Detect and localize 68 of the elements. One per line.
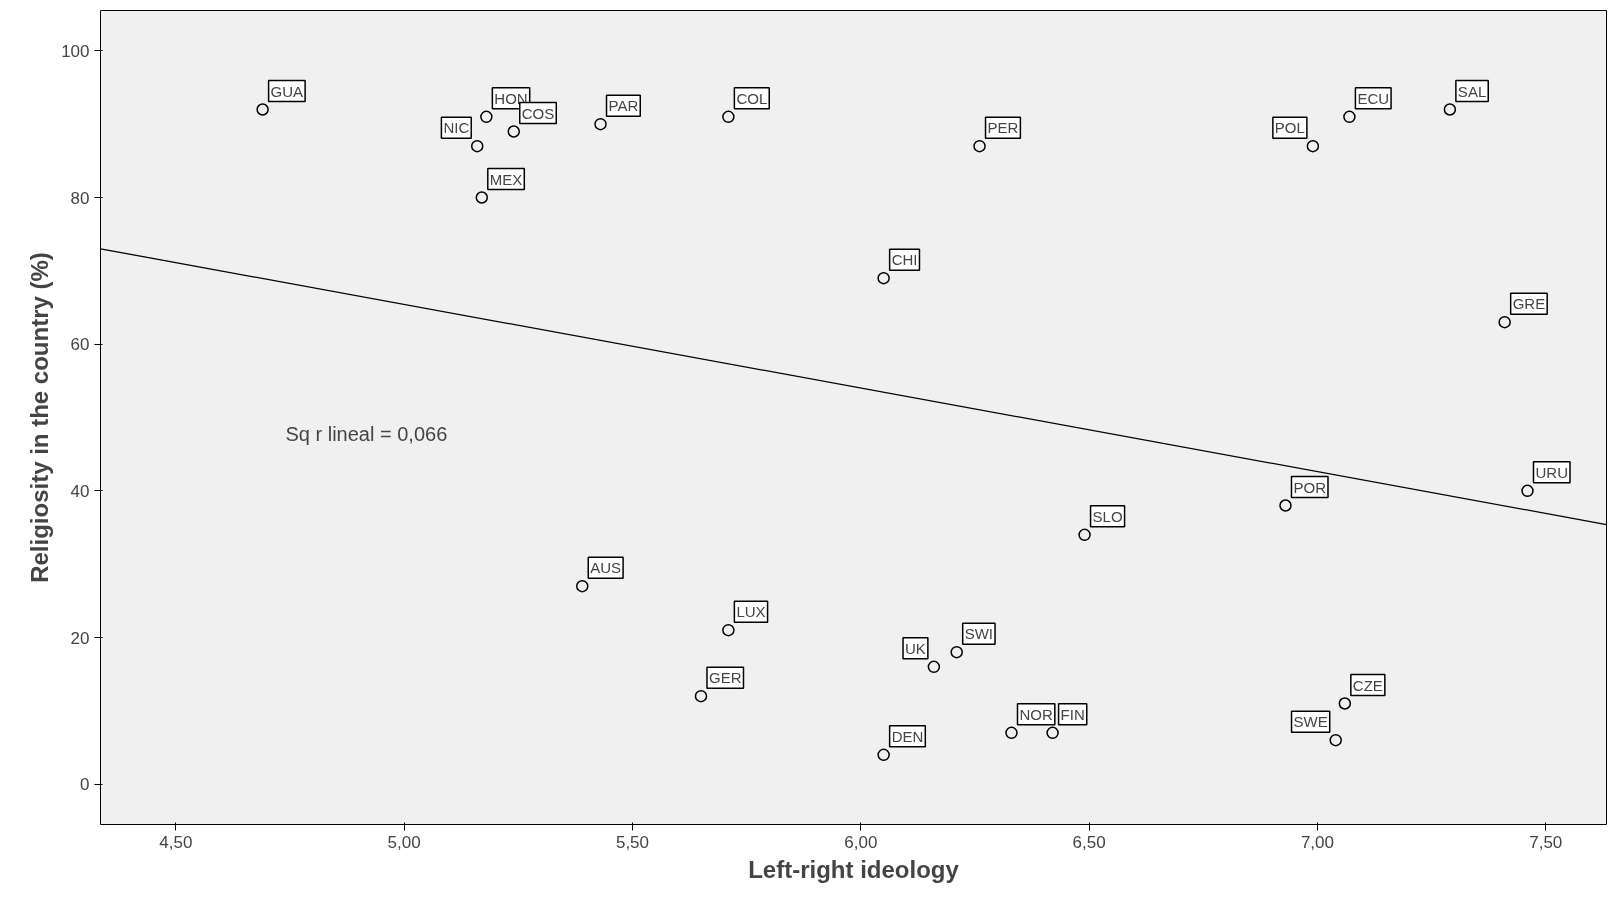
annotation: PER (987, 119, 1019, 137)
y-tick-label: 40 (70, 481, 90, 501)
annotation: POR (1293, 478, 1327, 496)
x-tick-label: 7,50 (1529, 832, 1563, 852)
annotation: CHI (891, 251, 918, 269)
annotation: Sq r lineal = 0,066 (285, 422, 448, 445)
point (1005, 726, 1018, 740)
point (877, 748, 890, 762)
x-tick-label: 6,00 (844, 832, 878, 852)
point (475, 191, 489, 204)
point (722, 110, 735, 124)
annotation: NOR (1019, 705, 1053, 723)
annotation: CZE (1352, 676, 1383, 694)
annotation: COL (736, 89, 768, 107)
point (576, 579, 589, 593)
y-tick-label: 80 (70, 188, 90, 208)
x-axis-title: Left-right ideology (748, 855, 960, 883)
point (1329, 733, 1342, 747)
y-tick-label: 20 (70, 628, 90, 648)
annotation: PAR (608, 97, 639, 115)
point (973, 139, 986, 153)
point (507, 125, 521, 138)
point (470, 139, 484, 153)
annotation: POL (1274, 119, 1305, 137)
annotation: COS (521, 104, 555, 122)
annotation: SLO (1092, 507, 1123, 525)
x-tick-label: 6,50 (1072, 832, 1106, 852)
annotation: GRE (1512, 295, 1546, 313)
annotation: ECU (1357, 89, 1390, 107)
point (1279, 499, 1292, 512)
y-tick-label: 60 (70, 335, 90, 355)
x-tick-label: 5,50 (615, 832, 650, 852)
point (256, 103, 269, 116)
annotation: UK (905, 639, 926, 657)
point (1046, 726, 1059, 740)
point (1078, 528, 1091, 542)
annotation: SWE (1293, 713, 1328, 731)
y-tick-label: 100 (61, 41, 90, 61)
annotation: DEN (891, 727, 924, 745)
y-tick-label: 0 (80, 775, 90, 795)
annotation: LUX (736, 603, 766, 621)
annotation: GUA (270, 82, 304, 100)
point (950, 645, 963, 659)
point (927, 660, 941, 674)
point (594, 117, 607, 131)
point (877, 271, 890, 285)
point (480, 110, 493, 124)
x-tick-label: 4,50 (159, 832, 193, 852)
point (1521, 484, 1534, 498)
annotation: URU (1535, 463, 1568, 481)
annotation: NIC (443, 119, 470, 137)
x-tick-label: 7,00 (1300, 832, 1334, 852)
annotation: FIN (1060, 705, 1085, 723)
annotation: AUS (590, 559, 622, 577)
point (1443, 103, 1457, 116)
annotation: GER (708, 669, 742, 687)
point (694, 689, 708, 703)
point (1343, 110, 1356, 124)
x-tick-label: 5,00 (387, 832, 421, 852)
point (1498, 315, 1511, 329)
annotation: MEX (489, 170, 523, 188)
point (722, 623, 735, 637)
annotation: SWI (964, 625, 994, 643)
annotation: SAL (1457, 82, 1487, 100)
annotation: HON (494, 89, 528, 107)
point (1306, 139, 1320, 153)
y-axis-title: Religiosity in the country (%) (26, 252, 54, 583)
point (1338, 697, 1352, 710)
